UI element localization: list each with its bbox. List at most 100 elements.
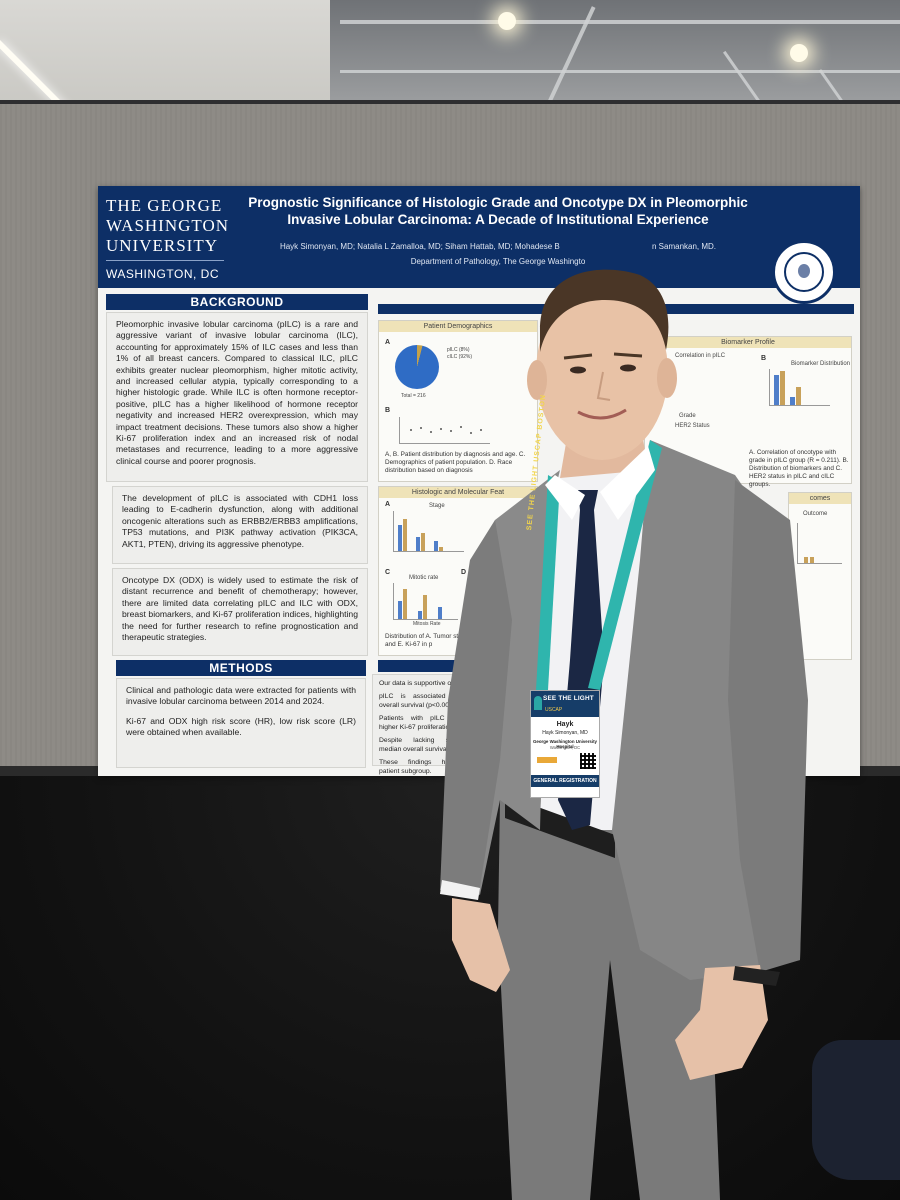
histologic-molecular-panel: Histologic and Molecular Feat A Stage C …: [378, 486, 538, 656]
badge-full-name: Hayk Simonyan, MD: [542, 730, 588, 736]
scatter-point: [470, 432, 472, 434]
methods-text: Clinical and pathologic data were extrac…: [116, 678, 366, 768]
carpet-floor: [0, 776, 900, 1200]
chart-bar: [403, 519, 407, 551]
university-logo: THE GEORGE WASHINGTON UNIVERSITY WASHING…: [106, 196, 230, 284]
methods-paragraph: Clinical and pathologic data were extrac…: [126, 685, 356, 707]
figure-title: Biomarker Profile: [645, 337, 851, 348]
conclusion-bullet: Our data is supportive o: [379, 680, 452, 687]
chart-bar: [796, 387, 801, 405]
chart-bar: [774, 375, 779, 405]
university-line: UNIVERSITY: [106, 236, 218, 255]
conclusion-bullet: These findings highligh patient subgroup…: [379, 759, 465, 775]
poster-header: THE GEORGE WASHINGTON UNIVERSITY WASHING…: [98, 186, 860, 304]
scatter-point: [480, 429, 482, 431]
patient-demographics-panel: Patient Demographics A pILC (8%) cILC (9…: [378, 320, 538, 482]
outcomes-panel: comes Outcome: [788, 492, 852, 660]
poster-authors: Hayk Simonyan, MD; Natalia L Zamalloa, M…: [248, 242, 748, 251]
chart-bar: [804, 557, 808, 563]
chart-bar: [439, 547, 443, 551]
pie-legend: pILC (8%): [447, 347, 470, 353]
scatter-point: [420, 427, 422, 429]
figure-caption: A, B. Patient distribution by diagnosis …: [385, 451, 526, 474]
poster-title: Prognostic Significance of Histologic Gr…: [248, 195, 748, 227]
stage-bar-chart: [393, 511, 464, 552]
chart-bar: [434, 541, 438, 551]
outcome-bar-chart: [797, 523, 842, 564]
biomarker-bar-chart: [769, 369, 830, 406]
seal-portrait: [798, 264, 810, 278]
authors-text: Hayk Simonyan, MD; Natalia L Zamalloa, M…: [279, 242, 560, 251]
chart-title: Correlation in pILC: [675, 353, 726, 359]
conclusion-bullet: Patients with pILC dem higher Ki-67 prol…: [379, 715, 465, 731]
badge-first-name: Hayk: [556, 721, 574, 728]
scatter-point: [430, 431, 432, 433]
scatter-point: [410, 429, 412, 431]
scatter-point: [460, 426, 462, 428]
background-text-2: The development of pILC is associated wi…: [112, 486, 368, 564]
chart-title: Stage: [429, 503, 445, 509]
authors-tail: n Samankan, MD.: [652, 242, 717, 251]
figure-label: D: [461, 569, 467, 576]
ceiling-truss: [340, 70, 900, 73]
scatter-point: [440, 428, 442, 430]
figure-title: Patient Demographics: [379, 321, 537, 332]
biomarker-profile-panel: Biomarker Profile Correlation in pILC Gr…: [644, 336, 852, 488]
poster-department: Department of Pathology, The George Wash…: [410, 257, 586, 266]
chart-bar: [810, 557, 814, 563]
chart-bar: [421, 533, 425, 551]
chart-bar: [780, 371, 785, 405]
chart-bar: [398, 525, 402, 551]
badge-event: SEE THE LIGHT: [543, 695, 594, 702]
chart-bar: [403, 589, 407, 619]
pie-legend: cILC (92%): [447, 354, 473, 360]
chart-title: Mitotic rate: [409, 575, 439, 581]
chart-bar: [423, 595, 427, 619]
seal-ring: [784, 252, 824, 292]
badge-header: SEE THE LIGHT USCAP: [531, 691, 599, 717]
background-paragraph: Pleomorphic invasive lobular carcinoma (…: [116, 319, 358, 466]
ceiling-truss: [340, 20, 900, 24]
scatter-point: [450, 430, 452, 432]
chart-title: Outcome: [803, 511, 828, 517]
chart-bar: [416, 537, 420, 551]
figure-label: C: [385, 569, 391, 576]
figure-title: comes: [789, 493, 851, 504]
ceiling-lamp: [790, 44, 808, 62]
conclusion-bullet: pILC is associated with overall survival…: [379, 693, 465, 709]
mitotic-bar-chart: [393, 583, 458, 620]
background-paragraph: Oncotype DX (ODX) is widely used to esti…: [122, 575, 358, 643]
bag: [812, 1040, 900, 1180]
badge-sub: USCAP: [545, 707, 563, 713]
figure-label: A: [385, 501, 391, 508]
figure-label: B: [385, 407, 391, 414]
chart-bar: [790, 397, 795, 405]
figure-label: B: [761, 355, 767, 362]
figure-title: Histologic and Molecular Feat: [379, 487, 537, 498]
chart-title: HER2 Status: [675, 423, 710, 429]
qr-code-icon: [580, 753, 596, 769]
university-line: THE GEORGE: [106, 196, 223, 215]
badge-ribbon: [537, 757, 557, 763]
figure-label: A: [385, 339, 391, 346]
background-paragraph: The development of pILC is associated wi…: [122, 493, 358, 549]
chart-bar: [438, 607, 442, 619]
axis-label: Grade: [679, 413, 696, 419]
figure-caption: A. Correlation of oncotype with grade in…: [749, 449, 849, 488]
ceiling-lamp: [498, 12, 516, 30]
research-poster: THE GEORGE WASHINGTON UNIVERSITY WASHING…: [98, 186, 860, 776]
diagnosis-pie-chart: [395, 345, 439, 389]
pie-total: Total = 216: [401, 393, 426, 399]
age-scatter-plot: [399, 417, 490, 444]
methods-heading: METHODS: [116, 660, 366, 676]
university-city: WASHINGTON, DC: [106, 260, 224, 284]
figure-caption: Distribution of A. Tumor stage, B. low a…: [385, 633, 528, 648]
conclusion-bullet: Despite lacking statisti median overall …: [379, 737, 465, 753]
conclusion-heading-bar: [378, 660, 468, 672]
methods-paragraph: Ki-67 and ODX high risk score (HR), low …: [126, 715, 356, 738]
badge-organization: George Washington University Hospital: [533, 739, 597, 749]
badge-registration: GENERAL REGISTRATION: [531, 775, 599, 787]
axis-label: Mitosis Rate: [413, 621, 441, 627]
badge-city: Washington, DC: [549, 745, 581, 750]
university-line: WASHINGTON: [106, 216, 230, 235]
